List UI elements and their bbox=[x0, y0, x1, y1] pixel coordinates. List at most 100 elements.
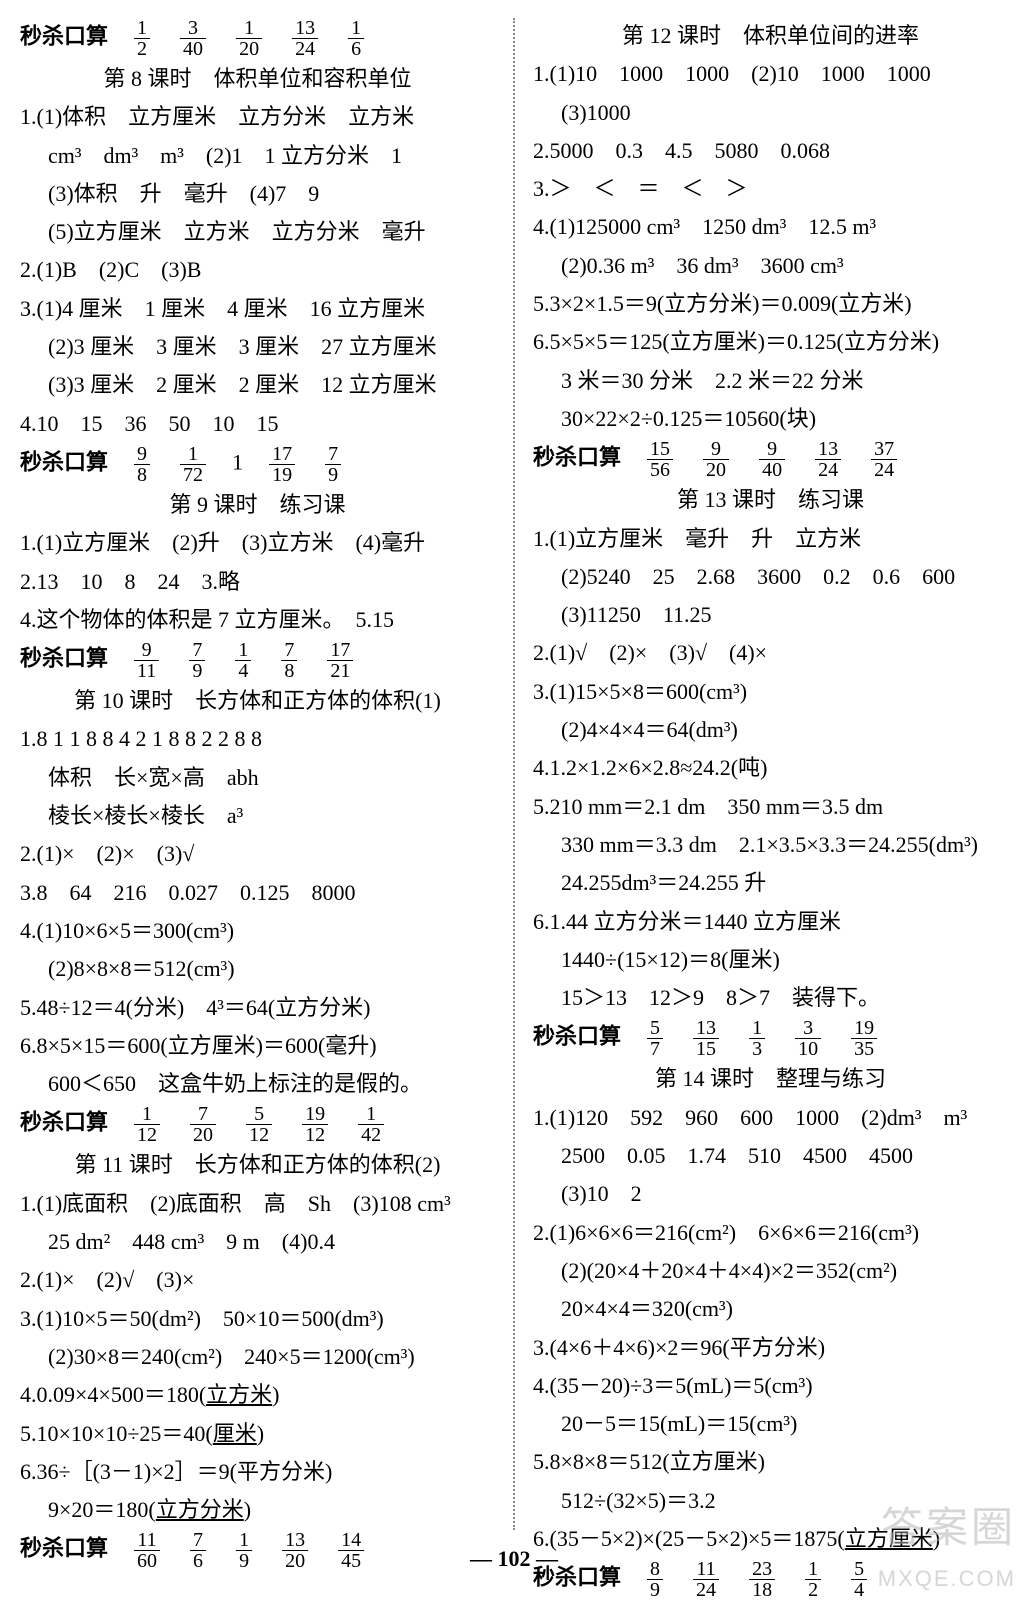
ss-label: 秒杀口算 bbox=[20, 1536, 108, 1561]
text-line: 24.255dm³＝24.255 升 bbox=[533, 865, 1008, 901]
text-line: 1.(1)底面积 (2)底面积 高 Sh (3)108 cm³ bbox=[20, 1186, 495, 1222]
text-line: 5.8×8×8＝512(立方厘米) bbox=[533, 1444, 1008, 1480]
text-line: 1.(1)立方厘米 毫升 升 立方米 bbox=[533, 521, 1008, 557]
text-line: 1.(1)立方厘米 (2)升 (3)立方米 (4)毫升 bbox=[20, 525, 495, 561]
text-line: 2.5000 0.3 4.5 5080 0.068 bbox=[533, 133, 1008, 169]
text-line: 4.0.09×4×500＝180(立方米) bbox=[20, 1377, 495, 1413]
ss-label: 秒杀口算 bbox=[533, 445, 621, 470]
frac-group: 89 1124 2318 12 54 bbox=[643, 1565, 871, 1590]
text-line: (2)(20×4＋20×4＋4×4)×2＝352(cm²) bbox=[533, 1253, 1008, 1289]
text-line: 2.(1)√ (2)× (3)√ (4)× bbox=[533, 635, 1008, 671]
text-line: (3)1000 bbox=[533, 95, 1008, 131]
text-line: (3)11250 11.25 bbox=[533, 597, 1008, 633]
text-line: 9×20＝180(立方分米) bbox=[20, 1492, 495, 1528]
text-line: 5.3×2×1.5＝9(立方分米)＝0.009(立方米) bbox=[533, 286, 1008, 322]
frac-group: 1556 920 940 1324 3724 bbox=[643, 445, 901, 470]
text-line: 6.8×5×15＝600(立方厘米)＝600(毫升) bbox=[20, 1028, 495, 1064]
text-line: 2500 0.05 1.74 510 4500 4500 bbox=[533, 1138, 1008, 1174]
text-line: 20－5＝15(mL)＝15(cm³) bbox=[533, 1406, 1008, 1442]
text-line: (2)4×4×4＝64(dm³) bbox=[533, 712, 1008, 748]
text-line: 2.(1)× (2)√ (3)× bbox=[20, 1262, 495, 1298]
text-line: 1.(1)体积 立方厘米 立方分米 立方米 bbox=[20, 99, 495, 135]
text-line: (3)体积 升 毫升 (4)7 9 bbox=[20, 176, 495, 212]
text-line: 2.(1)B (2)C (3)B bbox=[20, 252, 495, 288]
ss-label: 秒杀口算 bbox=[20, 646, 108, 671]
text-line: 4.(1)10×6×5＝300(cm³) bbox=[20, 913, 495, 949]
lesson-title: 第 14 课时 整理与练习 bbox=[533, 1061, 1008, 1097]
text-line: 3.＞ ＜ ＝ ＜ ＞ bbox=[533, 171, 1008, 207]
text-line: 6.5×5×5＝125(立方厘米)＝0.125(立方分米) bbox=[533, 324, 1008, 360]
text-line: 2.(1)6×6×6＝216(cm²) 6×6×6＝216(cm³) bbox=[533, 1215, 1008, 1251]
ss-row: 秒杀口算 112 720 512 1912 142 bbox=[20, 1104, 495, 1145]
text-line: 1440÷(15×12)＝8(厘米) bbox=[533, 942, 1008, 978]
text-line: 6.1.44 立方分米＝1440 立方厘米 bbox=[533, 904, 1008, 940]
frac-group: 98 172 bbox=[130, 450, 210, 475]
text-line: 3.(1)10×5＝50(dm²) 50×10＝500(dm³) bbox=[20, 1301, 495, 1337]
left-column: 秒杀口算 12 340 120 1324 16 第 8 课时 体积单位和容积单位… bbox=[20, 18, 513, 1530]
text-line: (2)5240 25 2.68 3600 0.2 0.6 600 bbox=[533, 559, 1008, 595]
text-line: 600＜650 这盒牛奶上标注的是假的。 bbox=[20, 1066, 495, 1102]
text-line: 330 mm＝3.3 dm 2.1×3.5×3.3＝24.255(dm³) bbox=[533, 827, 1008, 863]
text-line: 4.(1)125000 cm³ 1250 dm³ 12.5 m³ bbox=[533, 209, 1008, 245]
ss-row: 秒杀口算 98 172 1 1719 79 bbox=[20, 444, 495, 485]
text-line: (2)3 厘米 3 厘米 3 厘米 27 立方厘米 bbox=[20, 329, 495, 365]
text-line: (2)0.36 m³ 36 dm³ 3600 cm³ bbox=[533, 248, 1008, 284]
ss-row: 秒杀口算 1556 920 940 1324 3724 bbox=[533, 439, 1008, 480]
frac-group: 911 79 14 78 1721 bbox=[130, 646, 357, 671]
ss-label: 秒杀口算 bbox=[533, 1024, 621, 1049]
text-line: (2)30×8＝240(cm²) 240×5＝1200(cm³) bbox=[20, 1339, 495, 1375]
frac-group: 57 1315 13 310 1935 bbox=[643, 1024, 881, 1049]
lesson-title: 第 13 课时 练习课 bbox=[533, 482, 1008, 518]
text-line: 6.36÷［(3－1)×2］＝9(平方分米) bbox=[20, 1454, 495, 1490]
text-line: (2)8×8×8＝512(cm³) bbox=[20, 951, 495, 987]
lesson-title: 第 10 课时 长方体和正方体的体积(1) bbox=[20, 683, 495, 719]
text-line: 5.48÷12＝4(分米) 4³＝64(立方分米) bbox=[20, 990, 495, 1026]
lesson-title: 第 11 课时 长方体和正方体的体积(2) bbox=[20, 1147, 495, 1183]
right-column: 第 12 课时 体积单位间的进率 1.(1)10 1000 1000 (2)10… bbox=[515, 18, 1008, 1530]
frac-group: 12 340 120 1324 16 bbox=[130, 24, 368, 49]
text-line: 1.(1)120 592 960 600 1000 (2)dm³ m³ bbox=[533, 1100, 1008, 1136]
text-line: 4.这个物体的体积是 7 立方厘米。 5.15 bbox=[20, 602, 495, 638]
ss-row: 秒杀口算 1160 76 19 1320 1445 bbox=[20, 1530, 495, 1571]
text-line: 3.(1)4 厘米 1 厘米 4 厘米 16 立方厘米 bbox=[20, 291, 495, 327]
text-line: 4.(35－20)÷3＝5(mL)＝5(cm³) bbox=[533, 1368, 1008, 1404]
lesson-title: 第 12 课时 体积单位间的进率 bbox=[533, 18, 1008, 54]
ss-row: 秒杀口算 12 340 120 1324 16 bbox=[20, 18, 495, 59]
frac-group: 1160 76 19 1320 1445 bbox=[130, 1536, 368, 1561]
text-line: 2.(1)× (2)× (3)√ bbox=[20, 836, 495, 872]
frac-group: 1719 79 bbox=[265, 450, 345, 475]
text-line: 5.10×10×10÷25＝40(厘米) bbox=[20, 1416, 495, 1452]
ss-label: 秒杀口算 bbox=[20, 450, 108, 475]
text-line: 3 米＝30 分米 2.2 米＝22 分米 bbox=[533, 363, 1008, 399]
page-container: 秒杀口算 12 340 120 1324 16 第 8 课时 体积单位和容积单位… bbox=[0, 0, 1028, 1540]
watermark-cn: 答案圈 bbox=[881, 1494, 1016, 1555]
text-line: 3.(1)15×5×8＝600(cm³) bbox=[533, 674, 1008, 710]
ss-label: 秒杀口算 bbox=[20, 24, 108, 49]
text-line: cm³ dm³ m³ (2)1 1 立方分米 1 bbox=[20, 138, 495, 174]
watermark-url: MXQE.COM bbox=[878, 1566, 1016, 1592]
text-line: 棱长×棱长×棱长 a³ bbox=[20, 798, 495, 834]
text-line: 体积 长×宽×高 abh bbox=[20, 760, 495, 796]
text-line: 1.8 1 1 8 8 4 2 1 8 8 2 2 8 8 bbox=[20, 721, 495, 757]
text-line: 3.(4×6＋4×6)×2＝96(平方分米) bbox=[533, 1330, 1008, 1366]
ss-row: 秒杀口算 911 79 14 78 1721 bbox=[20, 640, 495, 681]
lesson-title: 第 9 课时 练习课 bbox=[20, 487, 495, 523]
text-line: (5)立方厘米 立方米 立方分米 毫升 bbox=[20, 214, 495, 250]
num: 1 bbox=[232, 450, 243, 475]
text-line: 4.10 15 36 50 10 15 bbox=[20, 406, 495, 442]
text-line: 15＞13 12＞9 8＞7 装得下。 bbox=[533, 980, 1008, 1016]
frac-group: 112 720 512 1912 142 bbox=[130, 1110, 388, 1135]
text-line: 20×4×4＝320(cm³) bbox=[533, 1291, 1008, 1327]
text-line: 3.8 64 216 0.027 0.125 8000 bbox=[20, 875, 495, 911]
ss-row: 秒杀口算 57 1315 13 310 1935 bbox=[533, 1018, 1008, 1059]
text-line: 2.13 10 8 24 3.略 bbox=[20, 564, 495, 600]
text-line: 30×22×2÷0.125＝10560(块) bbox=[533, 401, 1008, 437]
lesson-title: 第 8 课时 体积单位和容积单位 bbox=[20, 61, 495, 97]
ss-label: 秒杀口算 bbox=[20, 1110, 108, 1135]
text-line: 5.210 mm＝2.1 dm 350 mm＝3.5 dm bbox=[533, 789, 1008, 825]
text-line: (3)10 2 bbox=[533, 1176, 1008, 1212]
text-line: (3)3 厘米 2 厘米 2 厘米 12 立方厘米 bbox=[20, 367, 495, 403]
text-line: 1.(1)10 1000 1000 (2)10 1000 1000 bbox=[533, 56, 1008, 92]
text-line: 4.1.2×1.2×6×2.8≈24.2(吨) bbox=[533, 750, 1008, 786]
text-line: 25 dm² 448 cm³ 9 m (4)0.4 bbox=[20, 1224, 495, 1260]
